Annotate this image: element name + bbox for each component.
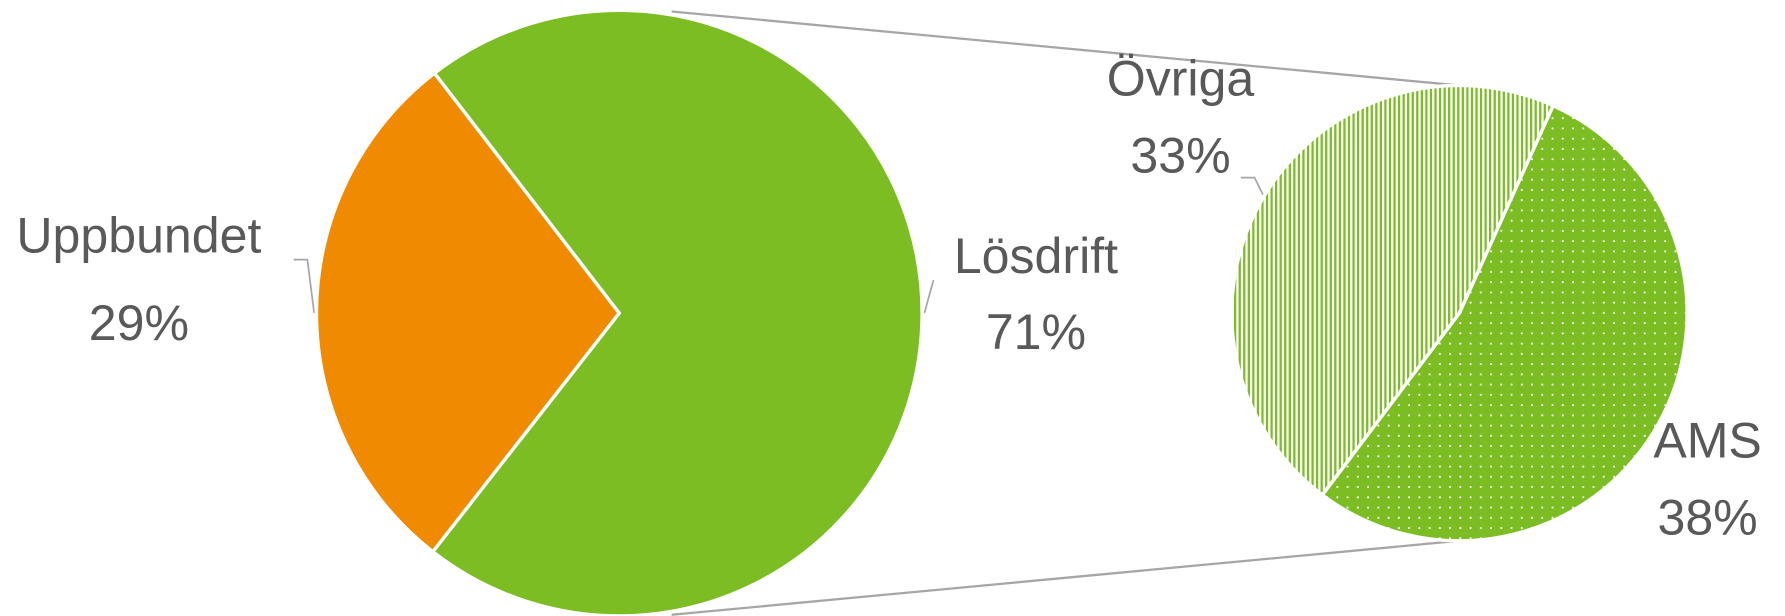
pie-slice (1230, 83, 1556, 498)
leader-line (923, 279, 935, 314)
leader-line (1240, 176, 1265, 197)
slice-value-label: 38% (1657, 490, 1757, 546)
slice-label: Lösdrift (954, 228, 1118, 284)
connector-line (671, 539, 1460, 616)
pie-slice (1320, 103, 1689, 543)
leader-line (293, 258, 316, 314)
slice-label: Övriga (1107, 50, 1255, 106)
slice-value-label: 33% (1130, 128, 1230, 184)
pie-slice (314, 70, 622, 555)
slice-value-label: 71% (986, 304, 1086, 360)
slice-label: Uppbundet (16, 207, 261, 263)
slice-label: AMS (1653, 412, 1762, 468)
slice-value-label: 29% (89, 295, 189, 351)
connector-line (671, 10, 1460, 87)
